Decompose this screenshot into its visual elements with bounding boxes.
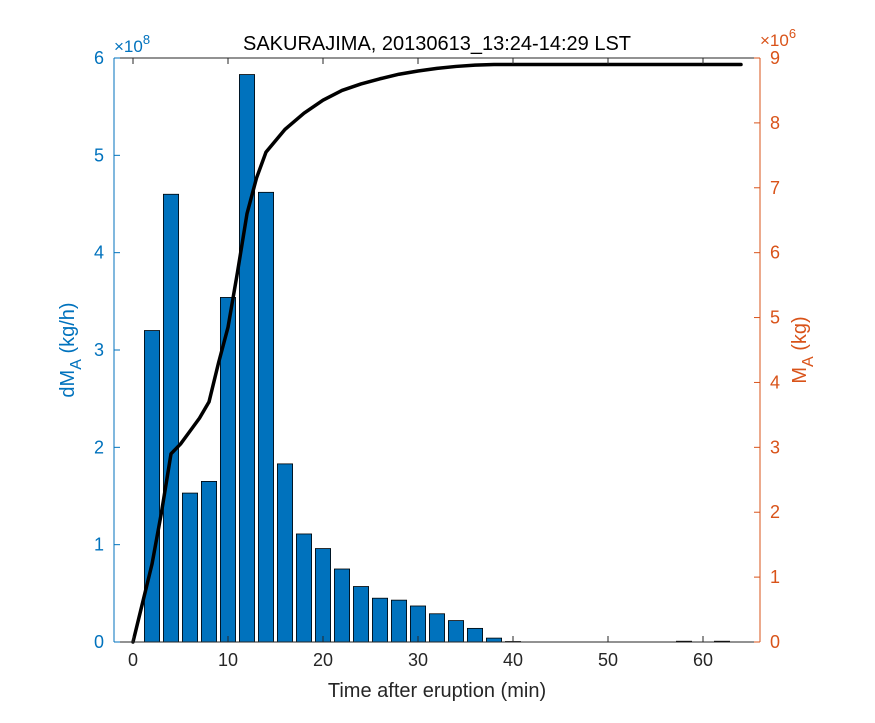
y-right-multiplier-base: ×10 (760, 31, 789, 50)
y-left-label-main: dM (57, 370, 79, 398)
y-left-tick-label: 4 (94, 243, 104, 263)
labels-layer: SAKURAJIMA, 20130613_13:24-14:29 LST Tim… (57, 26, 817, 702)
bar (352, 586, 369, 643)
y-right-tick-label: 4 (770, 372, 780, 392)
x-tick-label: 40 (503, 650, 523, 670)
y-right-tick-label: 3 (770, 437, 780, 457)
x-tick-label: 20 (313, 650, 333, 670)
bar (295, 533, 312, 643)
bar (447, 620, 464, 643)
chart-title: SAKURAJIMA, 20130613_13:24-14:29 LST (243, 33, 631, 55)
y-right-label-unit: (kg) (789, 316, 811, 356)
y-right-multiplier: ×106 (760, 26, 796, 50)
y-right-tick-label: 2 (770, 502, 780, 522)
y-right-tick-label: 1 (770, 567, 780, 587)
bar (257, 191, 274, 643)
bars-layer (143, 74, 731, 643)
y-left-tick-label: 3 (94, 340, 104, 360)
bar (143, 330, 160, 643)
y-left-multiplier-exp: 8 (143, 32, 150, 47)
bar (181, 492, 198, 643)
bar (314, 548, 331, 643)
bar (200, 480, 217, 643)
y-left-tick-label: 0 (94, 632, 104, 652)
bar (333, 568, 350, 643)
y-right-label-main: M (789, 367, 811, 384)
bar (428, 613, 445, 643)
x-tick-label: 60 (693, 650, 713, 670)
y-right-multiplier-exp: 6 (789, 26, 796, 41)
y-left-label-unit: (kg/h) (57, 302, 79, 359)
y-left-tick-label: 1 (94, 535, 104, 555)
y-left-label-sub: A (68, 359, 85, 370)
bar (485, 637, 502, 643)
y-left-tick-label: 6 (94, 48, 104, 68)
y-right-tick-label: 7 (770, 178, 780, 198)
y-left-tick-label: 2 (94, 437, 104, 457)
bar (390, 599, 407, 643)
y-axis-right-label: MA (kg) (789, 316, 817, 383)
bar (466, 627, 483, 643)
y-left-multiplier: ×108 (114, 32, 150, 56)
cumulative-mass-line (131, 62, 743, 644)
x-tick-label: 50 (598, 650, 618, 670)
y-right-tick-label: 5 (770, 308, 780, 328)
bar (162, 193, 179, 643)
bar (238, 74, 255, 643)
y-right-tick-label: 8 (770, 113, 780, 133)
bar (371, 597, 388, 643)
x-tick-label: 0 (128, 650, 138, 670)
y-left-multiplier-base: ×10 (114, 37, 143, 56)
line-layer (131, 62, 743, 644)
bar (276, 463, 293, 643)
x-axis-label: Time after eruption (min) (328, 680, 546, 702)
y-right-label-sub: A (800, 356, 817, 367)
x-tick-label: 10 (218, 650, 238, 670)
x-tick-label: 30 (408, 650, 428, 670)
y-right-tick-label: 0 (770, 632, 780, 652)
y-right-tick-label: 6 (770, 243, 780, 263)
y-right-tick-label: 9 (770, 48, 780, 68)
y-axis-left-label: dMA (kg/h) (57, 302, 85, 397)
y-left-tick-label: 5 (94, 145, 104, 165)
